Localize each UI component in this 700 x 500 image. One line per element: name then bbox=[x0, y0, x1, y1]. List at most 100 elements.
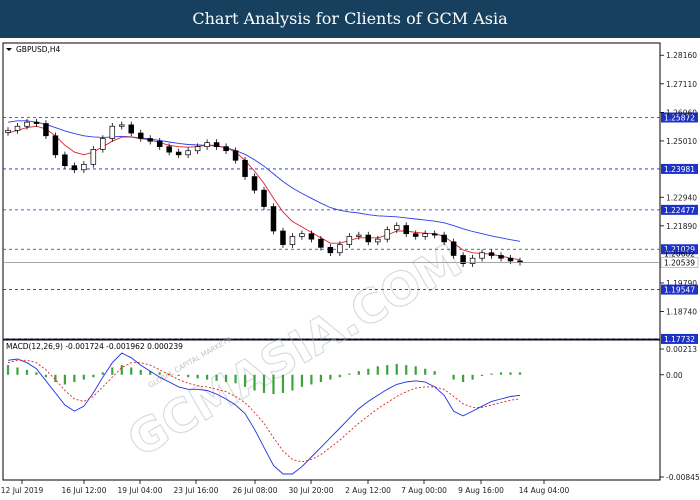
time-tick-label: 30 Jul 20:00 bbox=[289, 486, 334, 495]
candle-body bbox=[156, 140, 163, 148]
candle-body bbox=[109, 125, 116, 139]
candle-body bbox=[365, 234, 372, 243]
candle-body bbox=[289, 236, 296, 245]
candle-body bbox=[81, 163, 87, 171]
level-box bbox=[661, 204, 698, 215]
macd-tick-label: 0.00213 bbox=[666, 345, 697, 354]
candle-body bbox=[100, 138, 106, 150]
level-box bbox=[661, 163, 698, 174]
candle-body bbox=[90, 149, 97, 165]
candle-body bbox=[498, 255, 504, 259]
candle-body bbox=[375, 238, 381, 243]
candle-body bbox=[299, 233, 305, 237]
candle-body bbox=[128, 124, 135, 134]
candle-body bbox=[52, 135, 59, 156]
candle-body bbox=[337, 244, 343, 254]
price-tick-label: 1.22940 bbox=[666, 193, 697, 202]
symbol-label: GBPUSD,H4 bbox=[16, 45, 61, 54]
time-tick-label: 2 Aug 12:00 bbox=[345, 486, 391, 495]
candle-body bbox=[469, 257, 476, 264]
macd-label: MACD(12,26,9) -0.001724 -0.001962 0.0002… bbox=[6, 342, 183, 351]
current-price-label: 1.20539 bbox=[664, 259, 695, 268]
candle-body bbox=[71, 165, 78, 171]
price-tick-label: 1.27110 bbox=[666, 80, 697, 89]
slow-ma-line bbox=[7, 120, 521, 242]
level-label: 1.19547 bbox=[664, 286, 695, 295]
price-panel bbox=[2, 42, 661, 340]
macd-line bbox=[7, 352, 521, 475]
candle-body bbox=[517, 260, 523, 263]
macd-histogram bbox=[6, 363, 522, 395]
candle-body bbox=[43, 123, 49, 137]
candle-body bbox=[33, 121, 40, 124]
symbol-dropdown-icon[interactable] bbox=[6, 48, 12, 51]
candlesticks bbox=[5, 118, 523, 267]
time-tick-label: 14 Aug 04:00 bbox=[519, 486, 570, 495]
level-label: 1.25872 bbox=[664, 113, 695, 122]
candle-body bbox=[327, 246, 334, 254]
candle-body bbox=[251, 176, 258, 191]
time-tick-label: 26 Jul 08:00 bbox=[233, 486, 278, 495]
level-label: 1.22477 bbox=[664, 206, 695, 215]
candle-body bbox=[213, 142, 220, 148]
time-tick-label: 23 Jul 16:00 bbox=[174, 486, 219, 495]
candle-body bbox=[137, 132, 144, 139]
macd-tick-label: 0.00 bbox=[666, 371, 683, 380]
candle-body bbox=[14, 125, 21, 131]
level-box bbox=[661, 244, 698, 255]
level-label: 1.17732 bbox=[664, 335, 695, 344]
chart-area: GCMASIA.COM GLOBAL CAPITAL MARKETS 1.258… bbox=[1, 42, 700, 495]
current-price-secondary-label: 1.20602 bbox=[664, 250, 695, 259]
macd-tick-label: -0.00845 bbox=[666, 473, 700, 482]
time-tick-label: 9 Aug 16:00 bbox=[458, 486, 504, 495]
price-axis: 1.28160 1.27110 1.26060 1.25010 1.22940 1.218… bbox=[660, 51, 697, 317]
candle-body bbox=[356, 234, 362, 237]
candle-body bbox=[5, 129, 11, 133]
candle-body bbox=[384, 229, 391, 240]
candle-body bbox=[488, 252, 495, 256]
time-tick-label: 16 Jul 12:00 bbox=[62, 486, 107, 495]
current-price-box bbox=[660, 257, 699, 268]
candle-body bbox=[204, 142, 210, 148]
header-bar: Chart Analysis for Clients of GCM Asia bbox=[0, 0, 700, 38]
candle-body bbox=[147, 138, 153, 142]
level-label: 1.21029 bbox=[664, 245, 695, 254]
candle-body bbox=[412, 233, 419, 237]
macd-panel bbox=[2, 339, 661, 481]
candle-body bbox=[24, 121, 30, 127]
candle-body bbox=[261, 189, 267, 207]
level-box bbox=[661, 333, 698, 344]
candle-body bbox=[308, 233, 315, 240]
support-resistance-levels: 1.25872 1.23981 1.22477 1.21029 1.19547 1.177… bbox=[3, 112, 698, 344]
candle-body bbox=[441, 234, 447, 243]
page-title: Chart Analysis for Clients of GCM Asia bbox=[192, 9, 508, 28]
candle-body bbox=[346, 236, 353, 245]
candle-body bbox=[175, 151, 182, 156]
candle-body bbox=[479, 252, 485, 259]
candle-body bbox=[393, 225, 400, 230]
candle-body bbox=[403, 225, 409, 235]
macd-axis: 0.00213 0.00 -0.00845 bbox=[660, 345, 700, 482]
candle-body bbox=[450, 241, 457, 256]
candle-body bbox=[507, 257, 514, 262]
macd-lines bbox=[7, 352, 521, 475]
price-tick-label: 1.28160 bbox=[666, 51, 697, 60]
candle-body bbox=[318, 238, 324, 248]
candle-body bbox=[62, 154, 68, 167]
level-label: 1.23981 bbox=[664, 165, 695, 174]
candle-body bbox=[270, 206, 277, 232]
candle-body bbox=[460, 255, 466, 264]
time-axis: 12 Jul 2019 16 Jul 12:00 19 Jul 04:00 23 Ju… bbox=[1, 480, 570, 495]
level-box bbox=[661, 112, 698, 123]
level-box bbox=[661, 284, 698, 295]
candle-body bbox=[422, 233, 428, 237]
candle-body bbox=[280, 230, 286, 245]
time-tick-label: 19 Jul 04:00 bbox=[118, 486, 163, 495]
price-tick-label: 1.19790 bbox=[666, 279, 697, 288]
candle-body bbox=[431, 233, 438, 236]
price-tick-label: 1.26060 bbox=[666, 108, 697, 117]
candle-body bbox=[185, 150, 191, 156]
candle-body bbox=[194, 146, 201, 152]
candle-body bbox=[242, 159, 248, 177]
time-tick-label: 12 Jul 2019 bbox=[1, 486, 44, 495]
